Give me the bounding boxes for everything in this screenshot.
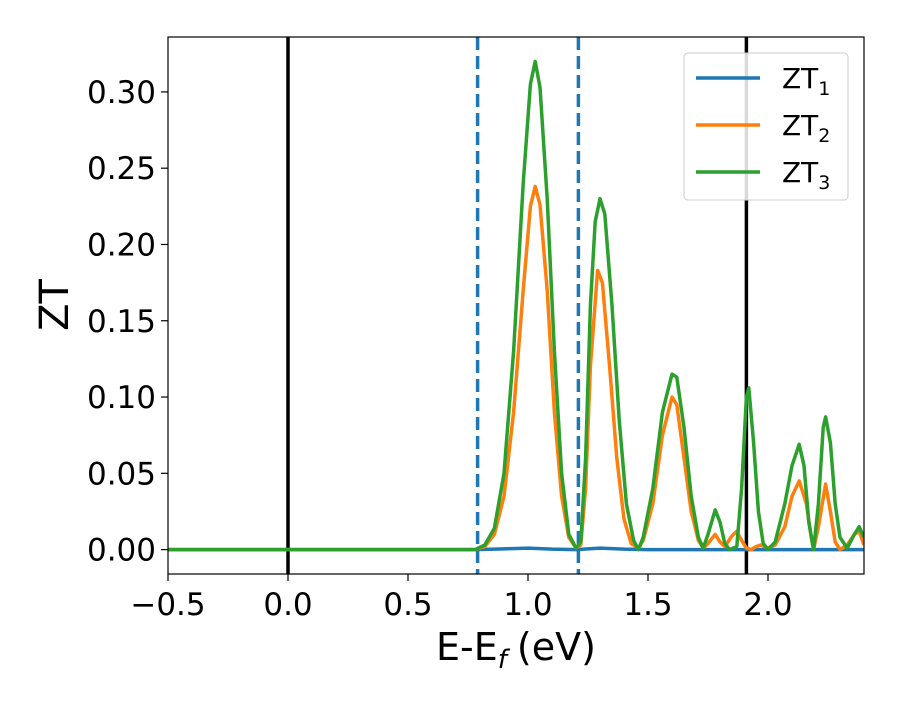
x-tick-label: 0.0 <box>263 587 312 623</box>
legend-label-1: ZT1 <box>782 62 830 100</box>
x-tick-label: 2.0 <box>743 587 792 623</box>
y-tick-label: 0.05 <box>87 456 156 492</box>
x-axis-label: E-Ef (eV) <box>436 625 596 675</box>
axis-ticks: −0.5 0.0 0.5 1.0 1.5 2.0 0.00 0.05 0.10 0.15 0.20 0… <box>87 75 793 623</box>
x-axis-label-unit: (eV) <box>517 625 596 669</box>
legend-box <box>683 52 849 201</box>
series-line-1 <box>168 546 864 552</box>
x-tick-label: −0.5 <box>130 587 205 623</box>
x-tick-label: 0.5 <box>383 587 432 623</box>
series-line-3 <box>168 59 864 552</box>
legend-label-2: ZT2 <box>782 109 830 147</box>
series-lines <box>168 59 864 552</box>
x-tick-label: 1.5 <box>623 587 672 623</box>
y-tick-label: 0.00 <box>87 533 156 569</box>
y-tick-label: 0.25 <box>87 151 156 187</box>
legend: ZT1 ZT2 ZT3 <box>683 52 849 201</box>
y-axis-label: ZT <box>32 279 78 331</box>
x-axis-label-subscript: f <box>498 645 511 675</box>
y-tick-label: 0.15 <box>87 304 156 340</box>
series-line-2 <box>168 184 864 552</box>
legend-label-3: ZT3 <box>782 156 830 194</box>
y-tick-label: 0.30 <box>87 75 156 111</box>
x-tick-label: 1.0 <box>503 587 552 623</box>
y-tick-label: 0.20 <box>87 227 156 263</box>
plot-frame <box>167 36 865 575</box>
y-tick-label: 0.10 <box>87 380 156 416</box>
